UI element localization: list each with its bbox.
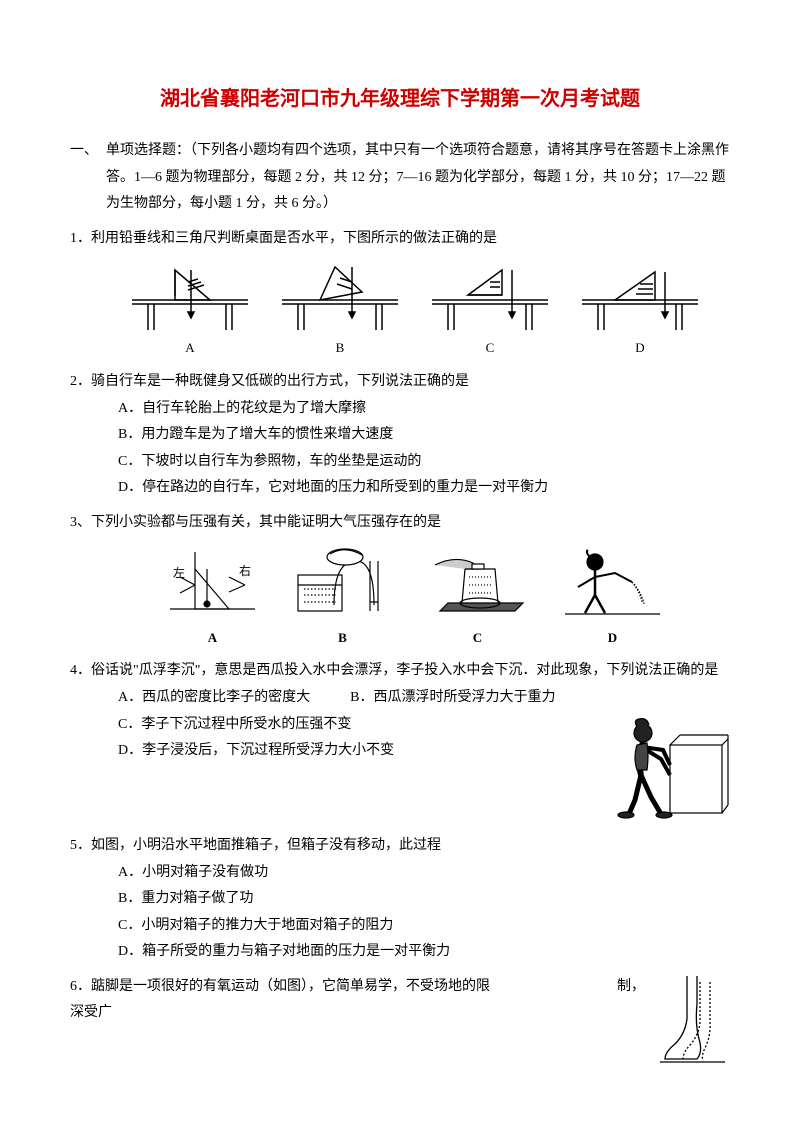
q2-option-a: A．自行车轮胎上的花纹是为了增大摩擦 <box>118 396 730 423</box>
q3-label-c: C <box>425 626 530 651</box>
q3-stem: 3、下列小实验都与压强有关，其中能证明大气压强存在的是 <box>70 510 730 537</box>
q3-label-b: B <box>290 626 395 651</box>
q2-option-d: D．停在路边的自行车，它对地面的压力和所受到的重力是一对平衡力 <box>118 475 730 502</box>
section-header: 一、 单项选择题：（下列各小题均有四个选项，其中只有一个选项符合题意，请将其序号… <box>70 138 730 218</box>
q1-label-a: A <box>130 336 250 361</box>
q2-option-b: B．用力蹬车是为了增大车的惯性来增大速度 <box>118 422 730 449</box>
q1-figure-c: C <box>430 262 550 361</box>
q1-figure-d: D <box>580 262 700 361</box>
q1-figure-a: A <box>130 262 250 361</box>
q5-option-b: B．重力对箱子做了功 <box>118 886 730 913</box>
question-3: 3、下列小实验都与压强有关，其中能证明大气压强存在的是 左 <box>70 510 730 650</box>
q1-label-d: D <box>580 336 700 361</box>
q3-figure-b: B <box>290 547 395 651</box>
q3-label-a: A <box>165 626 260 651</box>
section-number: 一、 <box>70 138 98 165</box>
q1-label-b: B <box>280 336 400 361</box>
q6-figure <box>655 974 730 1069</box>
svg-text:右: 右 <box>239 563 251 578</box>
question-4: 4．俗话说"瓜浮李沉"，意思是西瓜投入水中会漂浮，李子投入水中会下沉．对此现象，… <box>70 658 730 825</box>
q4-stem: 4．俗话说"瓜浮李沉"，意思是西瓜投入水中会漂浮，李子投入水中会下沉．对此现象，… <box>70 658 730 685</box>
question-6: 6．踮脚是一项很好的有氧运动（如图），它简单易学，不受场地的限 制，深受广 <box>70 974 730 1069</box>
q4-option-a: A．西瓜的密度比李子的密度大 <box>118 685 310 712</box>
section-instructions: 单项选择题：（下列各小题均有四个选项，其中只有一个选项符合题意，请将其序号在答题… <box>106 138 730 218</box>
q4-option-b: B．西瓜漂浮时所受浮力大于重力 <box>350 685 555 712</box>
question-2: 2．骑自行车是一种既健身又低碳的出行方式，下列说法正确的是 A．自行车轮胎上的花… <box>70 369 730 502</box>
q3-figures: 左 右 A <box>100 547 730 651</box>
q3-figure-a: 左 右 A <box>165 547 260 651</box>
q6-stem-before: 6．踮脚是一项很好的有氧运动（如图），它简单易学，不受场地的限 <box>70 979 490 994</box>
q1-figure-b: B <box>280 262 400 361</box>
question-5: 5．如图，小明沿水平地面推箱子，但箱子没有移动，此过程 A．小明对箱子没有做功 … <box>70 833 730 966</box>
q5-option-c: C．小明对箱子的推力大于地面对箱子的阻力 <box>118 913 730 940</box>
q5-stem: 5．如图，小明沿水平地面推箱子，但箱子没有移动，此过程 <box>70 833 730 860</box>
page-title: 湖北省襄阳老河口市九年级理综下学期第一次月考试题 <box>70 80 730 118</box>
q3-label-d: D <box>560 626 665 651</box>
q2-option-c: C．下坡时以自行车为参照物，车的坐垫是运动的 <box>118 449 730 476</box>
q3-figure-d: D <box>560 547 665 651</box>
q3-figure-c: C <box>425 547 530 651</box>
q1-figures: A B <box>100 262 730 361</box>
q6-stem: 6．踮脚是一项很好的有氧运动（如图），它简单易学，不受场地的限 制，深受广 <box>70 974 730 1027</box>
q1-label-c: C <box>430 336 550 361</box>
svg-text:左: 左 <box>173 565 185 580</box>
q5-figure <box>615 715 730 825</box>
q2-stem: 2．骑自行车是一种既健身又低碳的出行方式，下列说法正确的是 <box>70 369 730 396</box>
question-1: 1．利用铅垂线和三角尺判断桌面是否水平，下图所示的做法正确的是 <box>70 226 730 361</box>
q1-stem: 1．利用铅垂线和三角尺判断桌面是否水平，下图所示的做法正确的是 <box>70 226 730 253</box>
q5-option-a: A．小明对箱子没有做功 <box>118 860 730 887</box>
q5-option-d: D．箱子所受的重力与箱子对地面的压力是一对平衡力 <box>118 939 730 966</box>
